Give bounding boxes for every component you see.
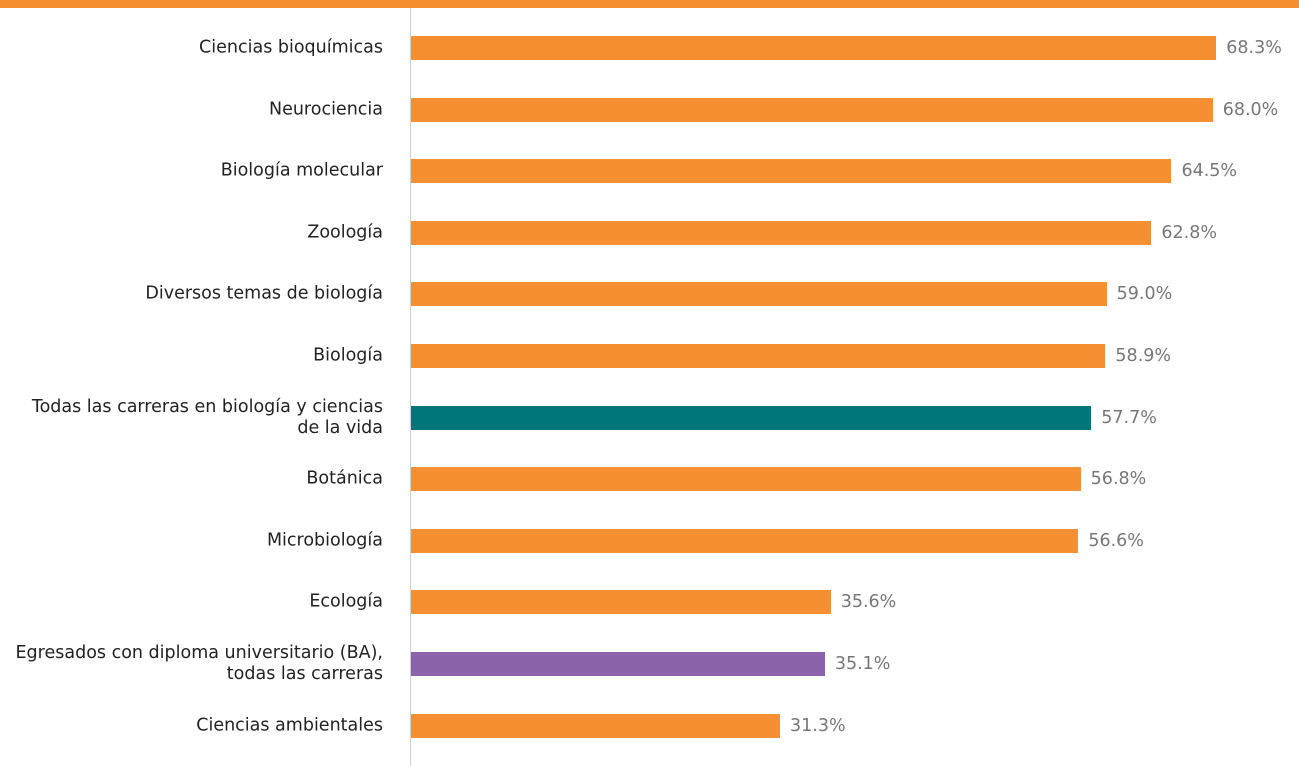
bar	[411, 282, 1107, 307]
category-label: Todas las carreras en biología y ciencia…	[31, 396, 383, 438]
category-label: Diversos temas de biología	[145, 283, 383, 304]
category-label: Egresados con diploma universitario (BA)…	[15, 643, 384, 684]
category-label: Microbiología	[266, 530, 383, 551]
bar	[411, 713, 781, 738]
category-label: Biología molecular	[220, 160, 383, 181]
bar	[411, 344, 1106, 368]
value-label: 35.1%	[834, 654, 891, 674]
bar	[411, 590, 831, 615]
category-label: Botánica	[306, 468, 383, 489]
category-label: Ciencias ambientales	[196, 715, 383, 736]
value-label: 59.0%	[1116, 284, 1173, 305]
value-label: 62.8%	[1161, 222, 1217, 243]
bar	[411, 220, 1152, 245]
category-label: Ecología	[309, 591, 383, 612]
top-band	[0, 0, 1299, 8]
category-label: Zoología	[307, 222, 383, 243]
value-label: 56.8%	[1090, 469, 1147, 490]
category-label: Biología	[313, 345, 383, 366]
category-label: Neurociencia	[268, 99, 383, 120]
bar	[411, 405, 1092, 430]
axis-line	[410, 8, 411, 766]
bar	[411, 528, 1079, 553]
bar	[411, 159, 1172, 184]
value-label: 31.3%	[790, 715, 846, 736]
value-label: 64.5%	[1181, 161, 1238, 182]
bar	[411, 652, 825, 676]
value-label: 58.9%	[1115, 346, 1172, 366]
value-label: 35.6%	[840, 592, 897, 613]
value-label: 56.6%	[1088, 530, 1144, 551]
value-label: 68.3%	[1226, 38, 1282, 58]
bar	[411, 467, 1081, 492]
bar	[411, 36, 1217, 60]
value-label: 57.7%	[1101, 407, 1157, 428]
category-label: Ciencias bioquímicas	[199, 37, 383, 58]
bar	[411, 97, 1213, 122]
value-label: 68.0%	[1222, 99, 1279, 120]
